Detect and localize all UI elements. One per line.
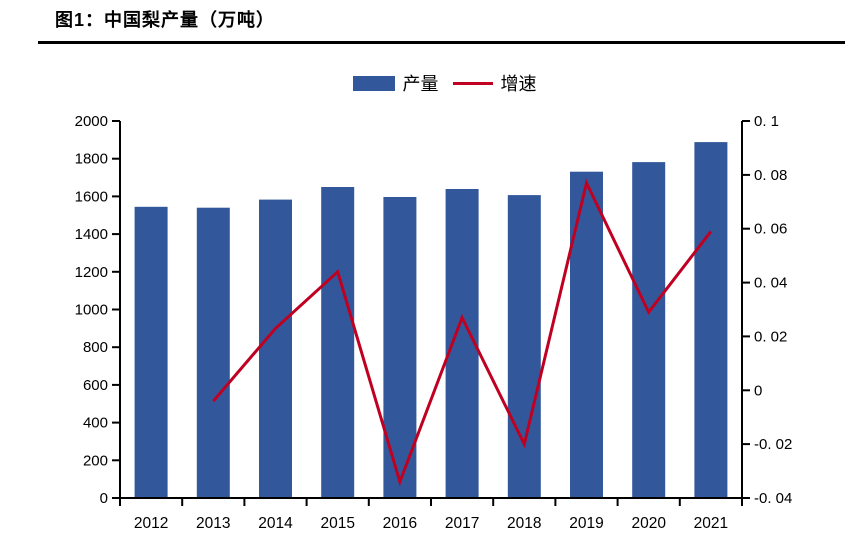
left-axis-tick-label: 1000 — [75, 302, 108, 319]
x-axis-category-label: 2016 — [383, 515, 417, 532]
legend-item-growth: 增速 — [452, 70, 537, 96]
left-axis-tick-label: 1200 — [75, 264, 108, 281]
production-bar-2015 — [321, 187, 355, 498]
right-axis-tick-label: 0 — [754, 382, 762, 399]
right-axis-tick-label: -0. 04 — [754, 490, 792, 507]
left-axis-tick-label: 200 — [83, 452, 108, 469]
production-bar-2013 — [196, 207, 230, 498]
right-axis-tick-label: 0. 04 — [754, 275, 787, 292]
production-bar-2019 — [570, 171, 603, 498]
x-axis-category-label: 2013 — [196, 515, 230, 532]
right-axis-tick-label: 0. 02 — [754, 328, 787, 345]
left-axis-tick-label: 600 — [83, 377, 108, 394]
right-axis-tick-label: 0. 06 — [754, 221, 787, 238]
left-axis-tick-label: 2000 — [75, 113, 108, 130]
left-axis-tick-label: 0 — [100, 490, 108, 507]
x-axis-category-label: 2014 — [258, 515, 293, 532]
title-divider — [38, 41, 845, 44]
left-axis-tick-label: 1600 — [75, 188, 108, 205]
x-axis-category-label: 2015 — [320, 515, 354, 532]
left-axis-tick-label: 400 — [83, 415, 108, 432]
x-axis-category-label: 2018 — [507, 515, 541, 532]
right-axis-tick-label: -0. 02 — [754, 436, 792, 453]
legend-item-production: 产量 — [352, 70, 439, 96]
production-bar-2021 — [694, 142, 728, 498]
x-axis-category-label: 2017 — [445, 515, 479, 532]
production-bar-2018 — [507, 195, 541, 498]
x-axis-category-label: 2019 — [569, 515, 603, 532]
growth-rate-line — [212, 178, 713, 487]
left-axis-tick-label: 1400 — [75, 226, 108, 243]
production-bar-2014 — [259, 199, 292, 498]
x-axis-category-label: 2012 — [134, 515, 168, 532]
legend-label-growth: 增速 — [500, 74, 537, 94]
production-bar-2020 — [632, 162, 666, 498]
right-axis-tick-label: 0. 08 — [754, 167, 787, 184]
left-axis-tick-label: 800 — [83, 339, 108, 356]
growth-line-swatch-icon — [452, 81, 493, 85]
left-axis-tick-label: 1800 — [75, 151, 108, 168]
chart-legend: 产量 增速 — [20, 70, 849, 96]
x-axis-category-label: 2021 — [694, 515, 728, 532]
production-bar-swatch-icon — [352, 75, 395, 91]
right-axis-tick-label: 0. 1 — [754, 113, 779, 130]
figure-title: 图1：中国梨产量（万吨） — [55, 10, 276, 30]
legend-label-production: 产量 — [402, 74, 439, 94]
production-bar-2012 — [134, 206, 168, 499]
x-axis-category-label: 2020 — [631, 515, 666, 532]
